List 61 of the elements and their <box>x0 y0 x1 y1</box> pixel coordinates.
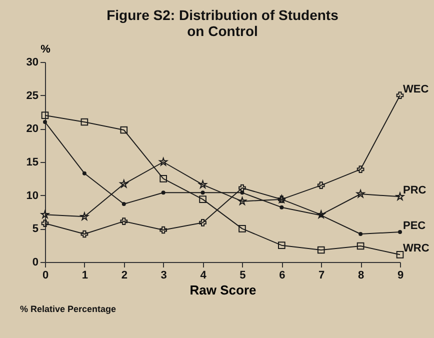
y-tick-label: 0 <box>32 256 38 268</box>
series-label: PEC <box>403 220 426 232</box>
point <box>120 218 128 225</box>
point <box>161 190 166 195</box>
chart-title: Figure S2: Distribution of Students on Control <box>106 7 339 39</box>
x-tick-label: 9 <box>397 270 404 282</box>
point <box>40 210 50 218</box>
y-axis-title: % <box>40 44 51 56</box>
x-tick-label: 2 <box>121 270 128 282</box>
x-tick-label: 0 <box>42 270 49 282</box>
point <box>238 225 246 232</box>
point <box>396 92 404 99</box>
y-tick-label: 10 <box>26 190 38 202</box>
point <box>280 205 284 210</box>
point <box>317 246 325 254</box>
x-tick-label: 7 <box>318 270 325 282</box>
y-tick-label: 25 <box>26 90 38 102</box>
point <box>160 175 167 182</box>
x-tick-label: 1 <box>82 270 88 282</box>
point <box>82 171 86 176</box>
point <box>278 242 286 249</box>
point <box>80 212 89 220</box>
x-tick-label: 6 <box>279 270 286 282</box>
point <box>356 166 364 173</box>
point <box>160 226 167 234</box>
point <box>396 251 404 258</box>
series-label: PRC <box>403 184 426 197</box>
point <box>317 182 325 189</box>
series-label: WRC <box>403 242 430 255</box>
x-tick-label: 8 <box>358 270 364 282</box>
y-tick-label: 5 <box>32 223 38 236</box>
point <box>199 219 206 226</box>
x-tick-label: 5 <box>240 270 246 282</box>
point <box>200 190 205 195</box>
y-tick-label: 30 <box>26 56 38 68</box>
point <box>41 112 49 119</box>
point <box>43 120 47 124</box>
point <box>199 196 206 203</box>
point <box>159 158 168 166</box>
x-tick-label: 3 <box>160 270 167 282</box>
point <box>80 118 88 126</box>
point <box>120 126 128 134</box>
point <box>80 230 88 238</box>
point <box>238 184 246 192</box>
point <box>122 202 126 206</box>
point <box>358 232 363 236</box>
point <box>396 192 404 200</box>
point <box>240 190 244 195</box>
point <box>198 180 207 188</box>
y-tick-label: 15 <box>26 156 38 168</box>
point <box>356 190 365 198</box>
point <box>398 230 402 234</box>
text: % Relative Percentage <box>20 304 116 314</box>
point <box>356 242 364 250</box>
x-tick-label: 4 <box>200 270 208 282</box>
point <box>120 180 128 188</box>
point <box>41 220 49 227</box>
point <box>238 196 246 205</box>
y-tick-label: 20 <box>26 123 38 136</box>
series-label: WEC <box>403 83 429 96</box>
x-axis-title: Raw Score <box>190 282 256 298</box>
